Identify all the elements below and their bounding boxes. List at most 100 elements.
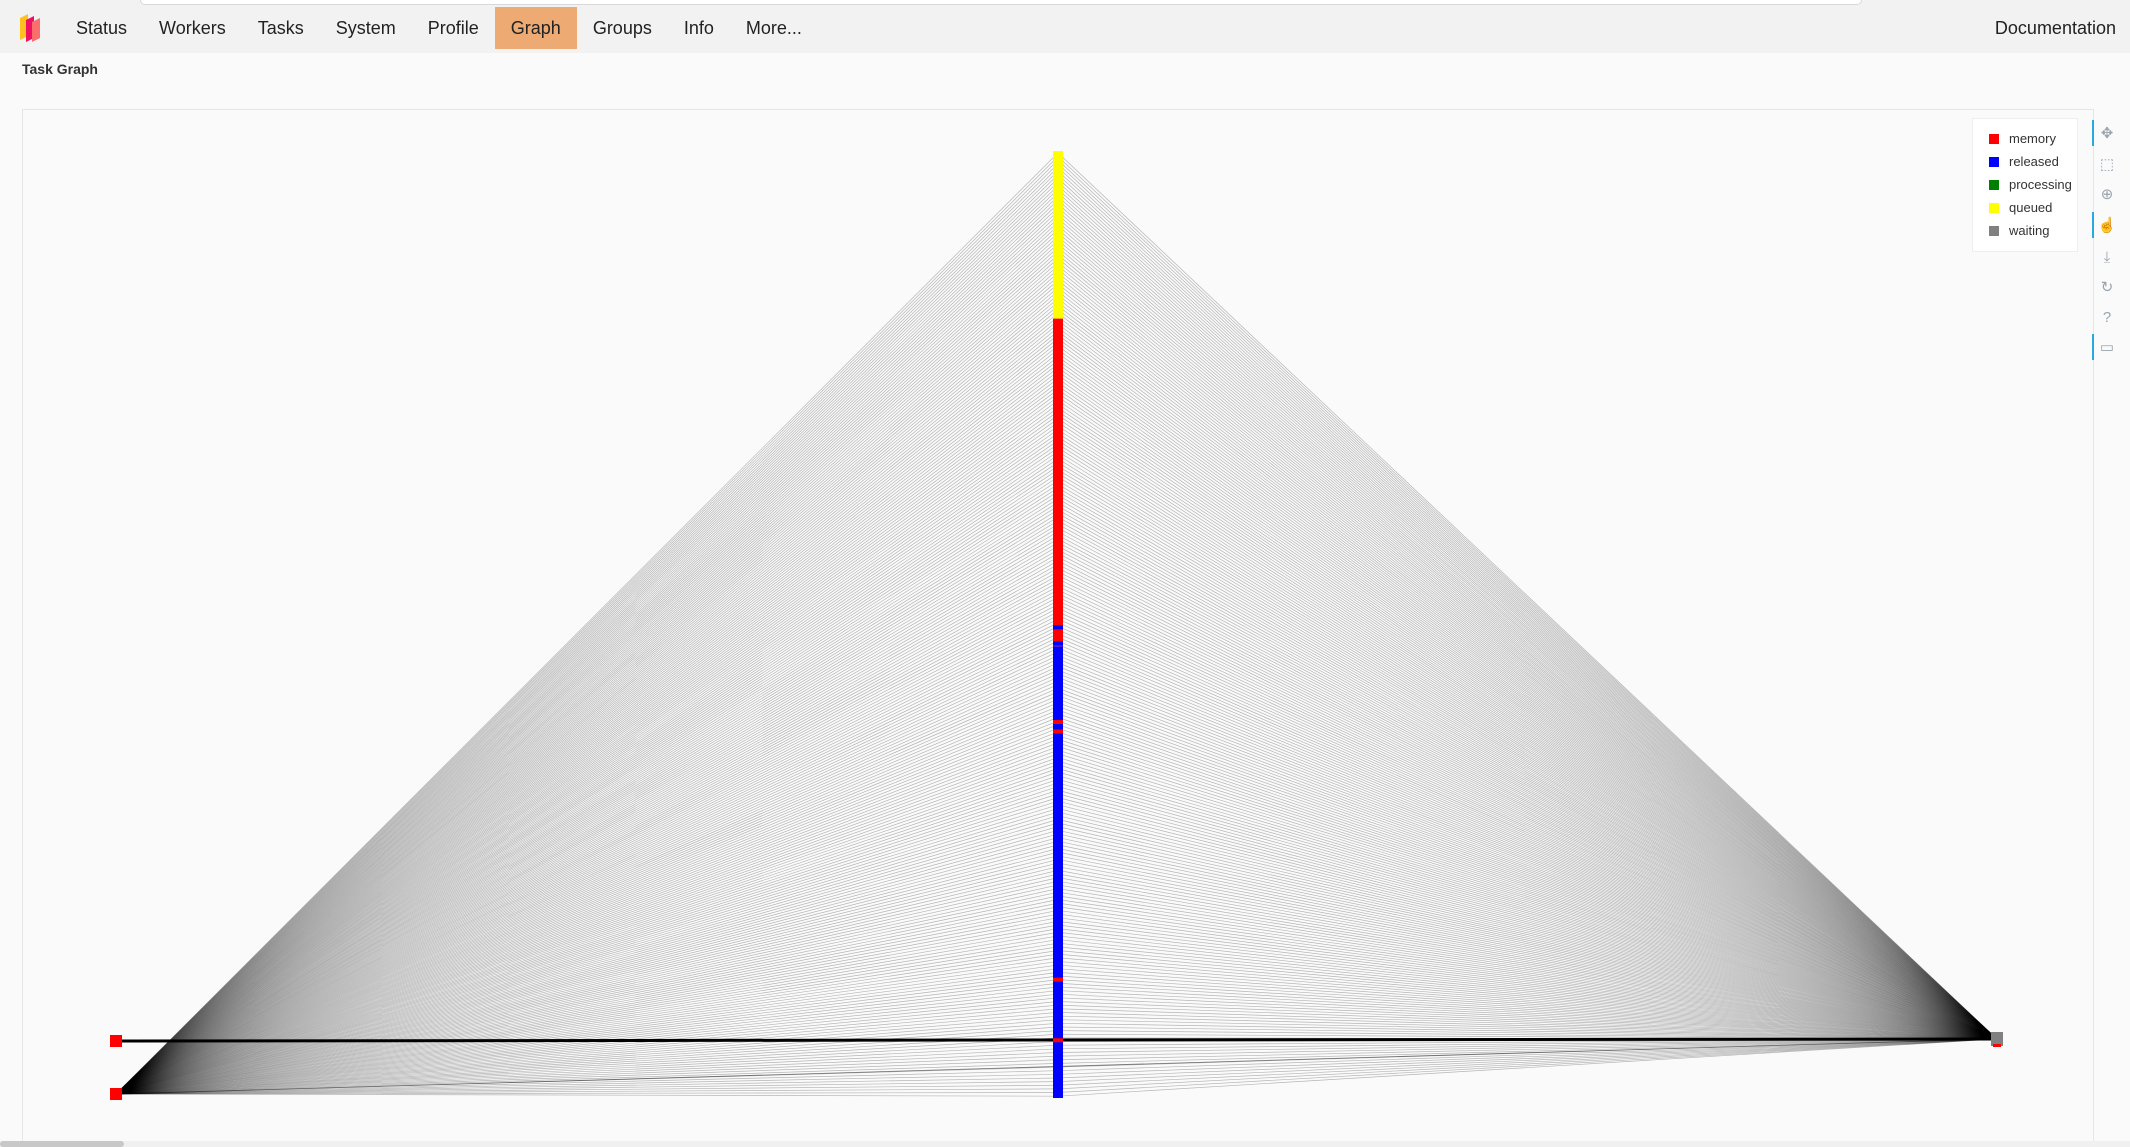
box-zoom-icon[interactable]: ⬚ [2099,156,2115,173]
edge-middle-to-right [1057,782,1998,1040]
edge-left-to-middle [115,1093,1059,1097]
save-icon[interactable]: ⤓ [2103,248,2111,266]
edge-middle-to-right [1057,953,1998,1040]
edge-left-to-middle [115,382,1059,1095]
edge-middle-to-right [1057,873,1998,1040]
edge-left-to-middle [115,768,1059,1095]
edge-middle-to-right [1057,269,1998,1040]
edge-middle-to-right [1057,316,1998,1040]
edge-left-to-middle [115,356,1059,1095]
edge-left-to-middle [115,363,1059,1095]
task-node-stripe[interactable] [1053,625,1063,630]
edge-middle-to-right [1057,159,1998,1040]
task-node-stripe[interactable] [1053,977,1063,982]
edge-middle-to-right [1057,982,1998,1040]
pan-icon[interactable]: ✥ [2100,125,2114,142]
nav-item-workers[interactable]: Workers [159,18,226,38]
hover-icon[interactable]: ▭ [2099,339,2115,356]
edge-left-to-middle [115,207,1059,1095]
edge-left-to-middle [115,192,1059,1095]
edge-middle-to-right [1057,870,1998,1040]
edge-left-to-middle [115,975,1059,1095]
task-node-stripe[interactable] [1053,720,1063,725]
horizontal-scrollbar[interactable] [0,1141,2130,1147]
page-title: Task Graph [22,61,98,77]
edge-middle-to-right [1057,698,1998,1040]
edge-left-to-middle [115,218,1059,1095]
edge-middle-to-right [1057,753,1998,1040]
task-node-memory[interactable] [1053,318,1063,647]
tap-icon[interactable]: ☝ [2097,217,2117,234]
documentation-link[interactable]: Documentation [1994,18,2116,38]
edge-left-to-middle [115,509,1059,1095]
edge-left-to-middle [115,298,1059,1095]
dask-logo-icon[interactable] [18,12,46,42]
nav-item-info[interactable]: Info [683,18,714,38]
edge-left-to-middle [115,524,1059,1095]
edge-left-to-middle [115,691,1059,1095]
edge-middle-to-right [1057,553,1998,1040]
edge-middle-to-right [1057,778,1998,1040]
edge-left-to-middle [115,483,1059,1095]
task-node-queued[interactable] [1053,151,1063,319]
edge-left-to-middle [115,389,1059,1095]
edge-middle-to-right [1057,593,1998,1040]
edge-middle-to-right [1057,538,1998,1040]
edge-middle-to-right [1057,691,1998,1040]
edge-left-to-middle [115,214,1059,1095]
edge-middle-to-right [1057,596,1998,1040]
edge-middle-to-right [1057,571,1998,1040]
task-node-stripe[interactable] [1053,1038,1063,1043]
edge-middle-to-right [1057,411,1998,1040]
wheel-zoom-icon[interactable]: ⊕ [2100,186,2114,203]
edge-left-to-middle [115,1015,1059,1095]
edge-left-to-middle [115,371,1059,1095]
reset-icon[interactable]: ↻ [2100,279,2114,296]
nav-item-more[interactable]: More... [745,18,802,38]
edge-middle-to-right [1057,1038,1998,1064]
edge-left-to-middle [115,345,1059,1095]
nav-item-graph[interactable]: Graph [494,7,577,49]
task-node-released[interactable] [1053,646,1063,1098]
task-node-right[interactable] [1991,1032,2003,1046]
task-node-left-top[interactable] [110,1035,122,1047]
help-icon[interactable]: ? [2102,308,2112,326]
edge-left-to-middle [115,265,1059,1095]
task-node-stripe[interactable] [1053,729,1063,734]
nav-item-profile[interactable]: Profile [427,18,479,38]
nav-item-system[interactable]: System [335,18,396,38]
edge-left-to-middle [115,451,1059,1095]
edge-left-to-middle [115,199,1059,1095]
edge-middle-to-right [1057,1038,1998,1075]
nav-item-status[interactable]: Status [76,18,128,38]
scrollbar-thumb[interactable] [0,1141,124,1147]
edge-middle-to-right [1057,793,1998,1040]
edge-left-to-middle [115,210,1059,1095]
edge-left-to-middle [115,221,1059,1095]
edge-left-to-middle [115,280,1059,1095]
edge-left-to-middle [115,618,1059,1095]
edge-left-to-middle [115,1084,1059,1095]
edge-left-to-middle [115,181,1059,1095]
edge-left-to-middle [115,513,1059,1095]
nav-item-tasks[interactable]: Tasks [257,18,304,38]
edge-middle-to-right [1057,1004,1998,1040]
edge-middle-to-right [1057,287,1998,1040]
edge-left-to-middle [115,640,1059,1095]
edge-middle-to-right [1057,352,1998,1040]
edge-left-to-middle [115,403,1059,1095]
edge-left-to-middle [115,1026,1059,1095]
edge-middle-to-right [1057,957,1998,1040]
task-node-left-bottom[interactable] [110,1088,122,1100]
edge-left-to-middle [115,662,1059,1095]
edge-left-to-middle [115,571,1059,1095]
task-node-stripe[interactable] [1053,641,1063,646]
edge-middle-to-right [1057,647,1998,1040]
edge-middle-to-right [1057,360,1998,1040]
edge-left-to-middle [115,713,1059,1095]
edge-left-to-middle [115,593,1059,1095]
edge-middle-to-right [1057,214,1998,1040]
nav-item-groups[interactable]: Groups [592,18,652,38]
edge-middle-to-right [1057,582,1998,1040]
